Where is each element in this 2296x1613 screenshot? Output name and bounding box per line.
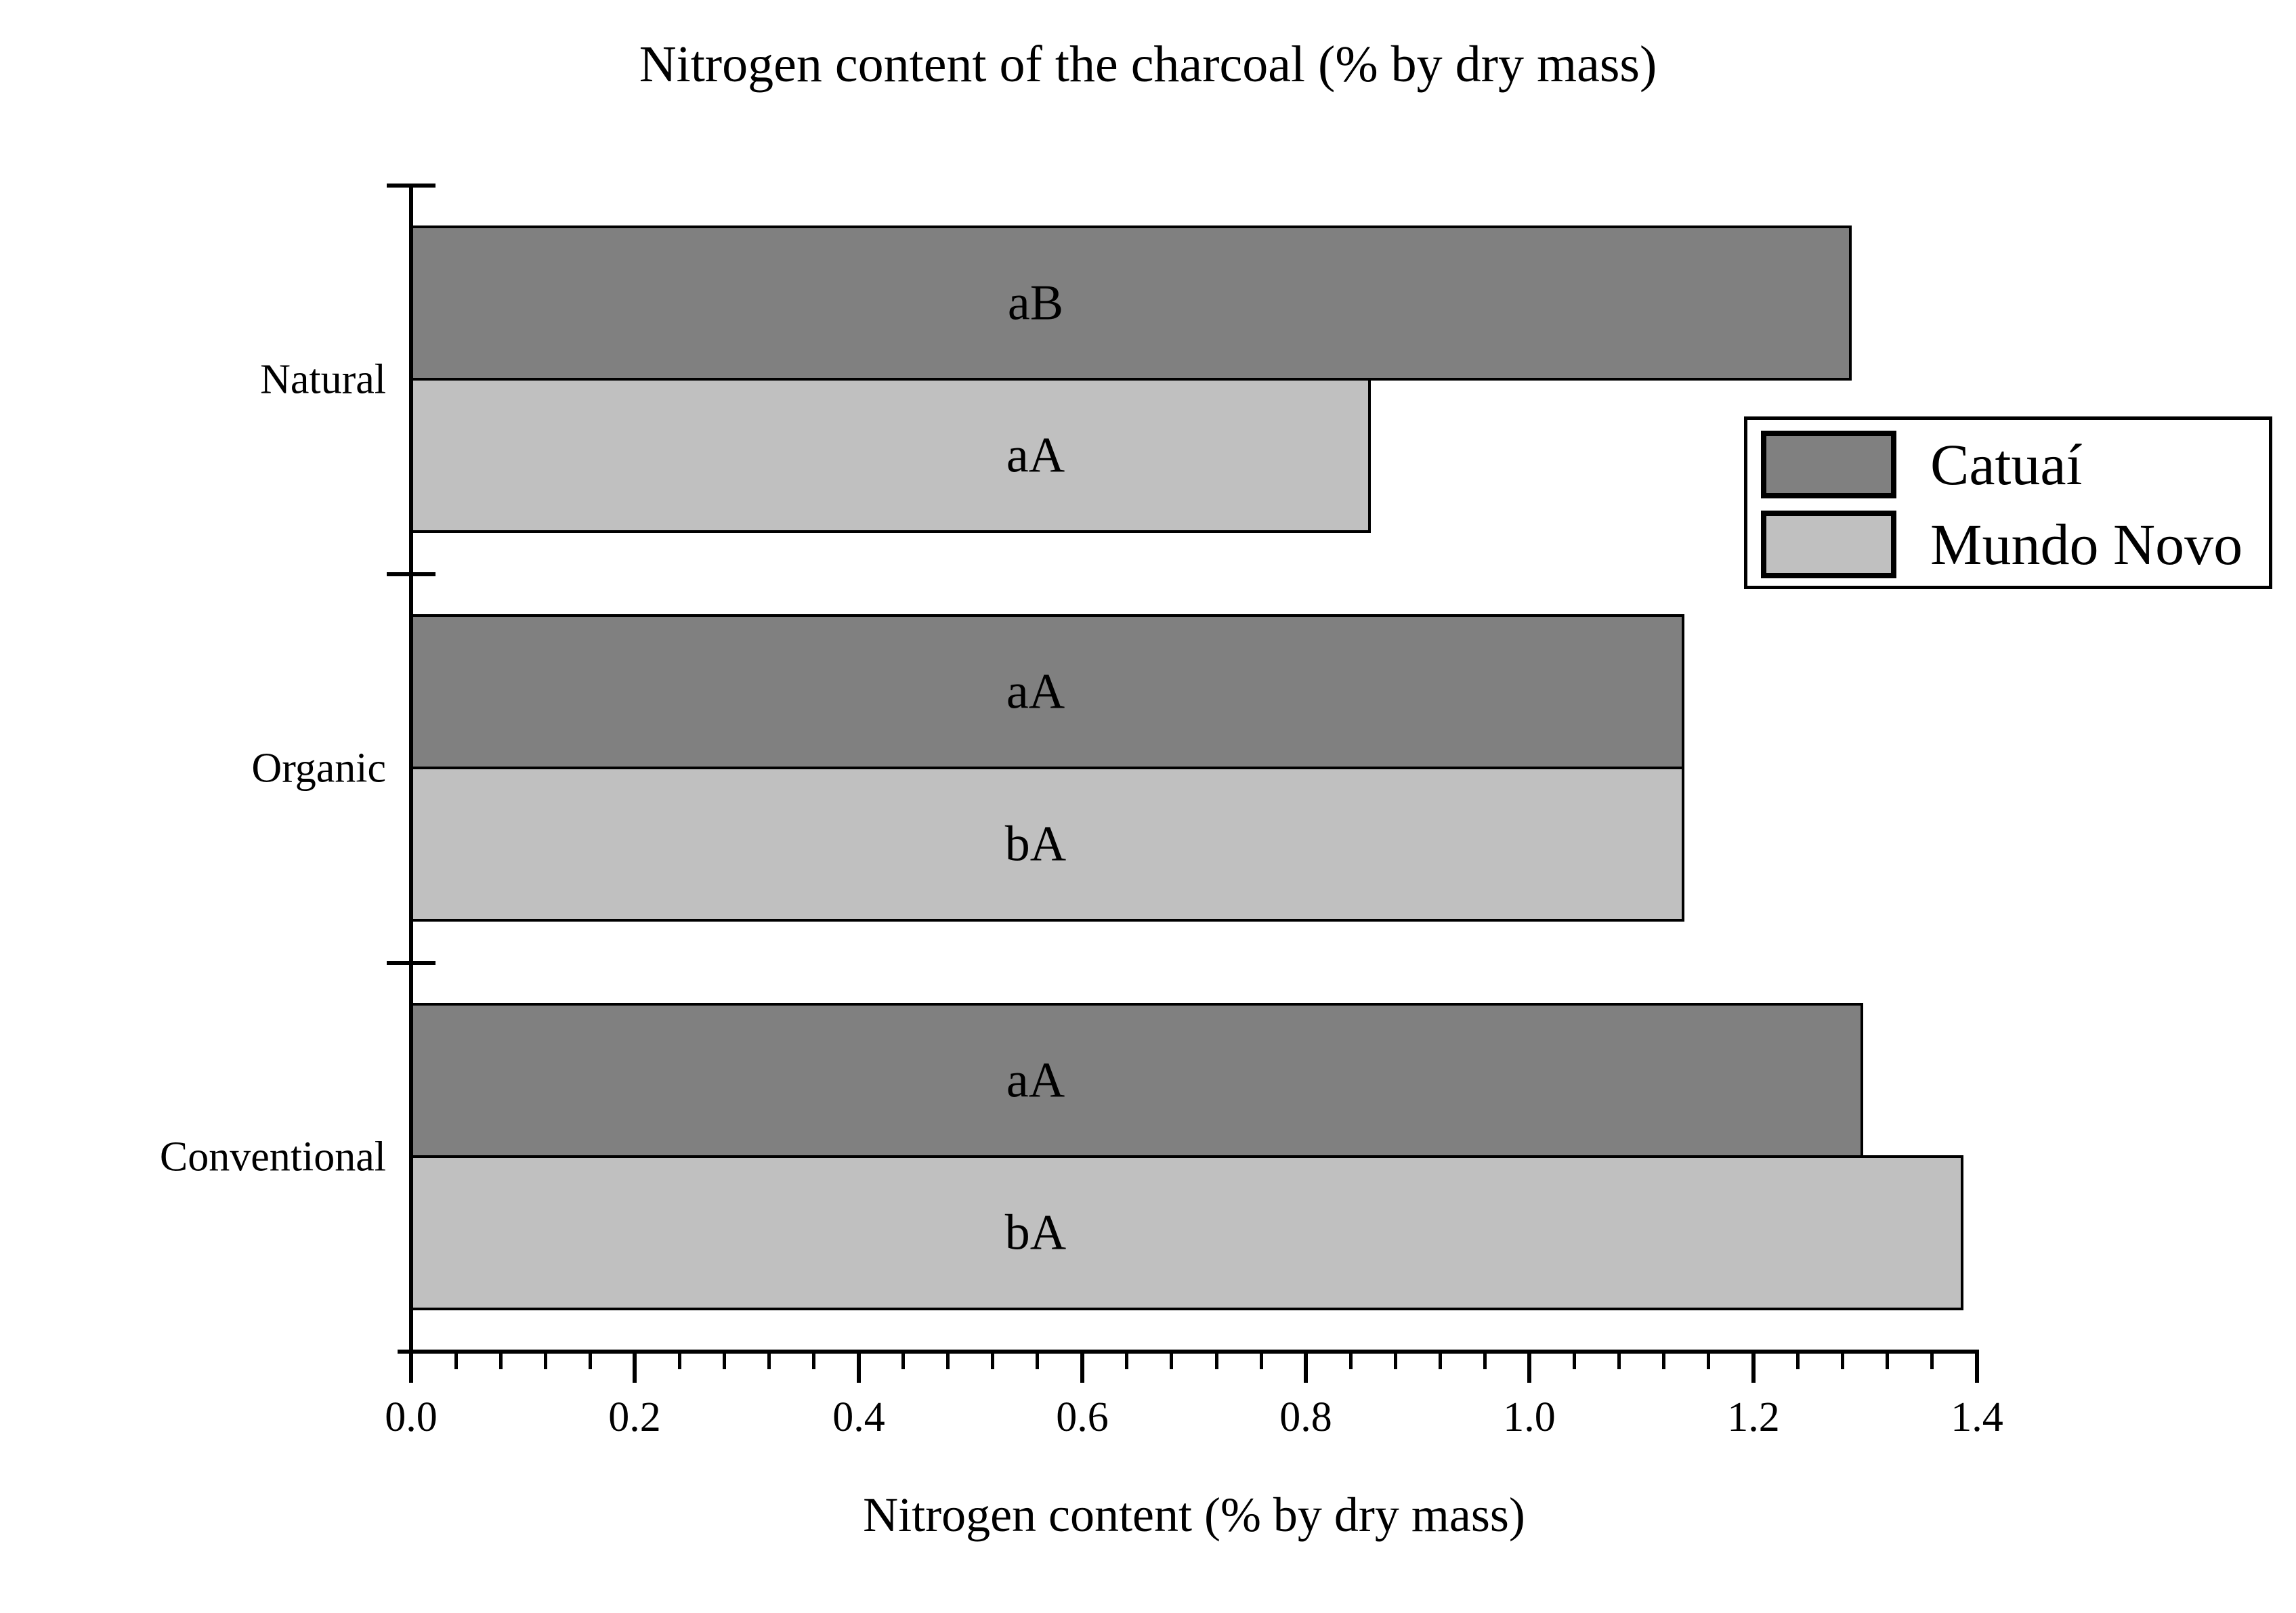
legend-label-mundo-novo: Mundo Novo [1930,512,2243,577]
x-axis-minor-tick [901,1352,905,1369]
legend-row-catuaí: Catuaí [1761,429,2083,500]
x-axis-minor-tick [1573,1352,1576,1369]
x-axis-minor-tick [1394,1352,1397,1369]
x-axis-minor-tick [812,1352,815,1369]
x-tick-label: 0.0 [385,1394,438,1440]
x-axis-minor-tick [1125,1352,1128,1369]
chart-title: Nitrogen content of the charcoal (% by d… [639,36,1657,93]
legend-swatch-mundo-novo [1761,511,1896,578]
bar-conventional-mundo-novo: bA [409,1155,1963,1310]
x-axis-major-tick [409,1352,413,1383]
x-tick-label: 1.2 [1727,1394,1780,1440]
x-axis-line [398,1350,1979,1354]
x-axis-minor-tick [1841,1352,1844,1369]
x-tick-label: 0.8 [1279,1394,1332,1440]
x-axis-title: Nitrogen content (% by dry mass) [863,1488,1525,1542]
category-label-natural: Natural [260,356,386,403]
x-axis-minor-tick [723,1352,726,1369]
x-axis-minor-tick [767,1352,771,1369]
x-axis-minor-tick [946,1352,950,1369]
x-axis-minor-tick [991,1352,994,1369]
bar-label: aB [1007,275,1064,330]
x-axis-major-tick [1527,1352,1531,1383]
bar-organic-catuaí: aA [409,614,1684,769]
x-axis-minor-tick [1349,1352,1353,1369]
x-axis-minor-tick [499,1352,503,1369]
x-axis-minor-tick [589,1352,592,1369]
x-axis-major-tick [857,1352,861,1383]
bar-natural-mundo-novo: aA [409,378,1371,533]
x-tick-label: 0.4 [832,1394,885,1440]
y-axis-line [409,186,413,1352]
bar-organic-mundo-novo: bA [409,767,1684,922]
x-axis-minor-tick [1170,1352,1173,1369]
bar-label: aA [1006,1052,1065,1108]
x-axis-minor-tick [1662,1352,1665,1369]
x-axis-minor-tick [1215,1352,1218,1369]
bar-label: bA [1004,816,1067,872]
x-axis-minor-tick [678,1352,681,1369]
x-axis-minor-tick [1930,1352,1934,1369]
legend-row-mundo-novo: Mundo Novo [1761,509,2242,580]
x-tick-label: 1.0 [1503,1394,1556,1440]
x-tick-label: 0.6 [1056,1394,1109,1440]
x-axis-minor-tick [1617,1352,1621,1369]
x-axis-minor-tick [1260,1352,1263,1369]
category-label-conventional: Conventional [159,1134,386,1180]
x-axis-minor-tick [1886,1352,1889,1369]
category-label-organic: Organic [251,745,386,792]
x-axis-minor-tick [1707,1352,1710,1369]
x-axis-major-tick [1751,1352,1756,1383]
bar-label: bA [1004,1205,1067,1260]
legend-label-catuaí: Catuaí [1930,432,2083,497]
x-axis-minor-tick [454,1352,458,1369]
x-axis-major-tick [1304,1352,1308,1383]
x-axis-major-tick [1080,1352,1084,1383]
x-axis-minor-tick [1036,1352,1039,1369]
x-axis-major-tick [1975,1352,1979,1383]
bar-natural-catuaí: aB [409,225,1852,381]
x-tick-label: 0.2 [608,1394,661,1440]
bar-conventional-catuaí: aA [409,1003,1863,1158]
x-axis-minor-tick [1483,1352,1487,1369]
x-axis-minor-tick [544,1352,547,1369]
x-tick-label: 1.4 [1951,1394,2003,1440]
bar-label: aA [1006,664,1065,719]
bar-label: aA [1006,427,1065,483]
legend: Catuaí Mundo Novo [1744,416,2272,589]
x-axis-minor-tick [1439,1352,1442,1369]
legend-swatch-catuaí [1761,431,1896,498]
x-axis-major-tick [633,1352,637,1383]
x-axis-minor-tick [1796,1352,1800,1369]
